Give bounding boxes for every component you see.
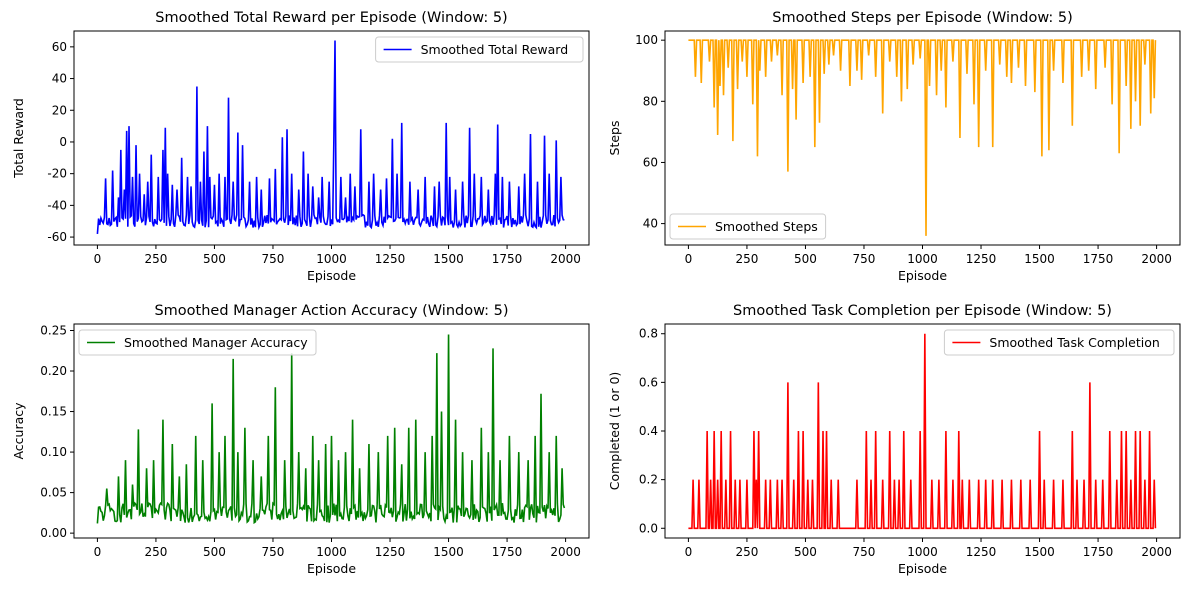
x-tick-label: 1000 [907, 545, 938, 559]
y-tick-label: 100 [635, 33, 658, 47]
y-tick-label: -20 [47, 167, 67, 181]
x-tick-label: 250 [735, 252, 758, 266]
x-tick-label: 500 [203, 252, 226, 266]
y-axis-label: Completed (1 or 0) [607, 372, 622, 491]
x-axis-label: Episode [898, 268, 947, 283]
plot-frame [73, 30, 590, 246]
x-tick-label: 750 [853, 252, 876, 266]
x-tick-label: 1250 [966, 545, 997, 559]
legend: Smoothed Manager Accuracy [78, 329, 317, 356]
x-tick-label: 1500 [1024, 252, 1055, 266]
legend-box [78, 329, 317, 356]
subplot-3: 0 250 500 750 1000 1250 1500 1750 2000 0.00 0.05 0.… [11, 303, 590, 576]
y-tick-label: 80 [643, 94, 658, 108]
chart-title: Smoothed Task Completion per Episode (Wi… [733, 303, 1112, 319]
subplot-4: 0 250 500 750 1000 1250 1500 1750 2000 0.0 0.2 0.4 0… [607, 303, 1181, 576]
x-tick-label: 2000 [1141, 545, 1172, 559]
y-tick-label: 0.05 [40, 486, 67, 500]
x-tick-label: 1250 [966, 252, 997, 266]
series-line-1 [96, 40, 565, 234]
series-line-3 [96, 334, 566, 525]
legend-label: Smoothed Task Completion [989, 335, 1159, 350]
y-tick-label: 20 [52, 103, 67, 117]
x-tick-label: 500 [794, 545, 817, 559]
y-tick-label: 0.15 [40, 405, 67, 419]
x-tick-label: 1750 [1083, 252, 1114, 266]
subplot-1: 0 250 500 750 1000 1250 1500 1750 2000 -60 -40 -20 0… [11, 10, 590, 283]
plot-frame [664, 30, 1181, 246]
x-tick-label: 2000 [550, 252, 581, 266]
x-tick-label: 2000 [1141, 252, 1172, 266]
x-tick-label: 0 [94, 545, 102, 559]
y-tick-label: 0.4 [639, 424, 658, 438]
y-tick-label: 0.20 [40, 364, 67, 378]
x-tick-label: 1750 [492, 545, 523, 559]
x-tick-label: 750 [262, 545, 285, 559]
legend-label: Smoothed Manager Accuracy [124, 335, 308, 350]
legend-label: Smoothed Steps [715, 219, 818, 234]
x-axis-label: Episode [307, 268, 356, 283]
x-tick-label: 1500 [433, 545, 464, 559]
series-line-2 [688, 39, 1157, 236]
x-tick-label: 0 [685, 252, 693, 266]
x-tick-label: 1000 [907, 252, 938, 266]
y-axis-label: Accuracy [11, 402, 26, 460]
y-tick-label: 0.8 [639, 327, 658, 341]
x-tick-label: 1750 [492, 252, 523, 266]
y-tick-label: 40 [52, 72, 67, 86]
x-tick-label: 1000 [316, 252, 347, 266]
x-tick-label: 2000 [550, 545, 581, 559]
subplot-2: 0 250 500 750 1000 1250 1500 1750 2000 40 60 80 100 S… [607, 10, 1181, 283]
x-tick-label: 0 [94, 252, 102, 266]
legend-box [375, 36, 584, 63]
series-line-4 [688, 333, 1157, 530]
x-tick-label: 1500 [1024, 545, 1055, 559]
x-tick-label: 250 [144, 252, 167, 266]
legend-label: Smoothed Total Reward [421, 42, 569, 57]
x-tick-label: 750 [262, 252, 285, 266]
x-tick-label: 0 [685, 545, 693, 559]
y-tick-label: 60 [52, 40, 67, 54]
legend-box [669, 213, 827, 240]
y-tick-label: 0 [59, 135, 67, 149]
x-axis-label: Episode [898, 561, 947, 576]
y-axis-label: Total Reward [11, 98, 26, 179]
y-tick-label: 0.0 [639, 521, 658, 535]
x-tick-label: 1250 [375, 545, 406, 559]
chart-title: Smoothed Steps per Episode (Window: 5) [772, 10, 1073, 26]
y-axis-label: Steps [607, 121, 622, 156]
x-tick-label: 1500 [433, 252, 464, 266]
legend: Smoothed Task Completion [943, 329, 1175, 356]
legend: Smoothed Steps [669, 213, 827, 240]
legend-box [943, 329, 1175, 356]
chart-title: Smoothed Total Reward per Episode (Windo… [155, 10, 507, 26]
x-axis-label: Episode [307, 561, 356, 576]
y-tick-label: 40 [643, 217, 658, 231]
y-tick-label: 0.00 [40, 526, 67, 540]
y-tick-label: 0.10 [40, 445, 67, 459]
x-tick-label: 500 [203, 545, 226, 559]
y-tick-label: -40 [47, 198, 67, 212]
x-tick-label: 750 [853, 545, 876, 559]
x-tick-label: 1250 [375, 252, 406, 266]
x-tick-label: 250 [735, 545, 758, 559]
y-tick-label: 60 [643, 155, 658, 169]
x-tick-label: 500 [794, 252, 817, 266]
chart-title: Smoothed Manager Action Accuracy (Window… [154, 303, 508, 319]
y-tick-label: 0.6 [639, 375, 658, 389]
y-tick-label: 0.25 [40, 323, 67, 337]
x-tick-label: 1750 [1083, 545, 1114, 559]
x-tick-label: 250 [144, 545, 167, 559]
y-tick-label: -60 [47, 230, 67, 244]
y-tick-label: 0.2 [639, 473, 658, 487]
x-tick-label: 1000 [316, 545, 347, 559]
legend: Smoothed Total Reward [375, 36, 584, 63]
